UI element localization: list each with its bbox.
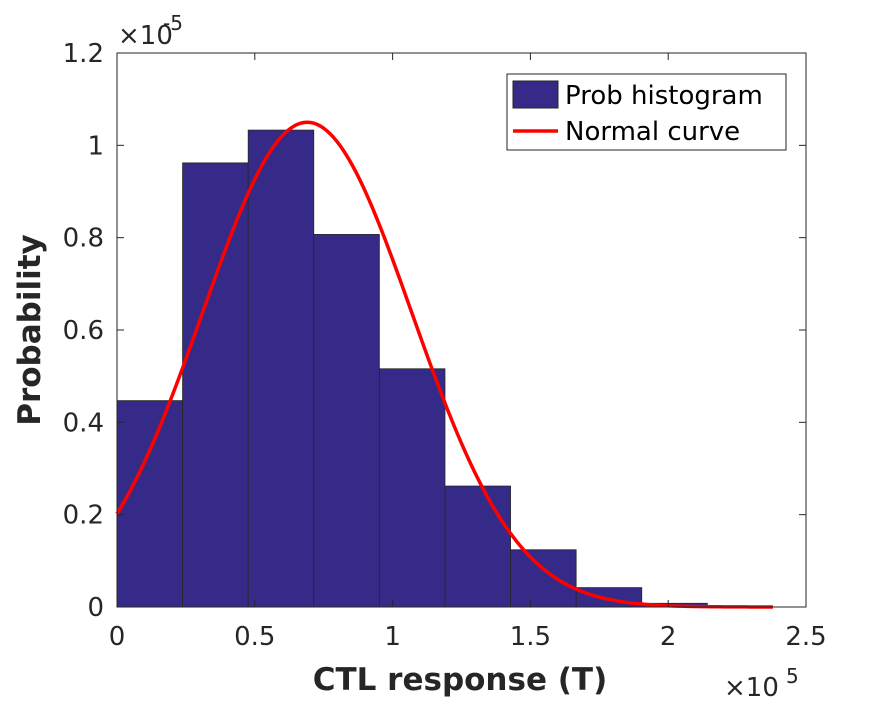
y-tick-label: 0.4	[63, 408, 104, 438]
histogram-bar	[378, 368, 446, 608]
y-axis-title: Probability	[12, 234, 48, 426]
x-exponent-label: ×10 5	[724, 664, 799, 703]
normal-curve-line	[115, 120, 773, 609]
y-tick-label: 0.6	[63, 316, 104, 346]
axis-ticks	[116, 52, 807, 608]
legend-histogram-label: Prob histogram	[565, 81, 763, 111]
y-tick-labels: 0 0.2 0.4 0.6 0.8 1 1.2	[63, 39, 104, 623]
x-tick-labels: 0 0.5 1 1.5 2 2.5	[109, 622, 827, 652]
histogram-bar	[247, 129, 315, 608]
x-tick-label: 0	[109, 622, 126, 652]
legend-curve-label: Normal curve	[565, 117, 740, 147]
histogram-bar	[510, 549, 577, 608]
y-tick-label: 1.2	[63, 39, 104, 69]
x-exponent-power: 5	[786, 664, 799, 688]
legend-histogram-swatch	[512, 80, 559, 109]
y-tick-label: 1	[87, 131, 104, 161]
histogram-bar	[313, 234, 380, 608]
y-tick-label: 0.8	[63, 224, 104, 254]
x-tick-label: 0.5	[234, 622, 275, 652]
y-exponent-power: -5	[163, 11, 183, 35]
x-tick-label: 1.5	[510, 622, 551, 652]
y-tick-label: 0	[87, 593, 104, 623]
x-tick-label: 1	[384, 622, 401, 652]
histogram-bar	[116, 400, 183, 608]
x-tick-label: 2	[660, 622, 677, 652]
x-exponent-base: ×10	[724, 673, 779, 703]
x-axis-title: CTL response (T)	[313, 662, 608, 698]
histogram-bar	[444, 485, 511, 608]
histogram-bar	[182, 162, 249, 608]
legend: Prob histogram Normal curve	[506, 73, 787, 151]
histogram-bars	[116, 129, 708, 608]
x-tick-label: 2.5	[785, 622, 826, 652]
y-tick-label: 0.2	[63, 501, 104, 531]
y-exponent-label: ×10 -5	[118, 11, 183, 51]
y-exponent-base: ×10	[118, 21, 173, 51]
